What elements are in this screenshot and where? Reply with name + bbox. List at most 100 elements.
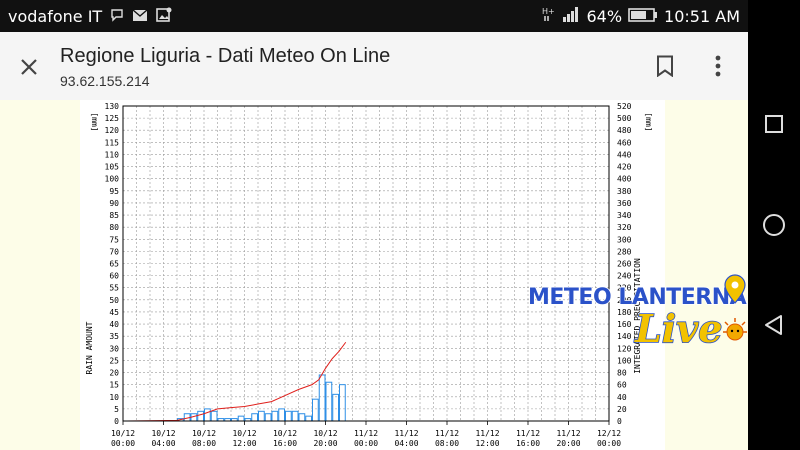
right-tick-label: 320 xyxy=(617,223,632,232)
rain-bar xyxy=(285,410,292,422)
back-icon xyxy=(765,315,782,335)
home-button[interactable] xyxy=(760,211,788,239)
x-tick-date: 12/12 xyxy=(597,429,621,438)
right-tick-label: 20 xyxy=(617,405,627,414)
rain-bar xyxy=(332,393,339,422)
android-nav-bar xyxy=(748,0,800,450)
x-tick-date: 11/12 xyxy=(516,429,540,438)
x-tick-date: 10/12 xyxy=(151,429,175,438)
left-tick-label: 35 xyxy=(109,332,119,341)
battery-percent: 64% xyxy=(586,6,623,26)
right-tick-label: 440 xyxy=(617,150,632,159)
close-icon xyxy=(21,59,37,75)
rain-chart: 1301251201151101051009590858075706560555… xyxy=(85,102,653,448)
battery-icon xyxy=(628,7,658,26)
x-tick-time: 16:00 xyxy=(273,439,297,448)
rain-bar xyxy=(271,410,279,422)
left-tick-label: 30 xyxy=(109,344,119,353)
logo-text-main: METEO LANTERNA xyxy=(528,285,747,310)
rain-bar xyxy=(278,408,285,422)
signal-icon xyxy=(562,6,580,26)
meteo-lanterna-logo: METEO LANTERNA Live xyxy=(525,270,753,352)
x-tick-date: 10/12 xyxy=(111,429,135,438)
more-options-button[interactable] xyxy=(706,52,730,80)
x-tick-time: 00:00 xyxy=(597,439,621,448)
right-tick-label: 340 xyxy=(617,211,632,220)
sun-mascot-icon xyxy=(723,318,747,341)
right-tick-label: 260 xyxy=(617,260,632,269)
x-tick-time: 16:00 xyxy=(516,439,540,448)
x-tick-time: 08:00 xyxy=(435,439,459,448)
x-tick-time: 00:00 xyxy=(111,439,135,448)
right-tick-label: 460 xyxy=(617,138,632,147)
hplus-icon: H+ xyxy=(542,6,556,26)
custom-tab-toolbar: Regione Liguria - Dati Meteo On Line 93.… xyxy=(0,32,748,100)
left-tick-label: 80 xyxy=(109,223,119,232)
rain-bar xyxy=(204,408,211,422)
page-url[interactable]: 93.62.155.214 xyxy=(60,73,150,89)
left-tick-label: 85 xyxy=(109,211,119,220)
x-tick-time: 12:00 xyxy=(475,439,499,448)
left-tick-label: 125 xyxy=(105,114,120,123)
x-tick-date: 11/12 xyxy=(556,429,580,438)
x-tick-time: 08:00 xyxy=(192,439,216,448)
rain-bar xyxy=(291,410,299,422)
rain-bar xyxy=(305,415,312,422)
recents-button[interactable] xyxy=(760,110,788,138)
right-tick-label: 280 xyxy=(617,247,632,256)
right-tick-label: 80 xyxy=(617,369,627,378)
home-icon xyxy=(763,214,785,236)
rain-bar xyxy=(251,413,258,422)
x-tick-date: 11/12 xyxy=(394,429,418,438)
back-button[interactable] xyxy=(760,311,788,339)
x-tick-date: 10/12 xyxy=(273,429,297,438)
right-tick-label: 140 xyxy=(617,332,632,341)
left-tick-label: 20 xyxy=(109,369,119,378)
left-tick-label: 60 xyxy=(109,272,119,281)
left-tick-label: 120 xyxy=(105,126,120,135)
rain-bar xyxy=(197,410,204,422)
image-icon xyxy=(156,7,172,26)
left-tick-label: 5 xyxy=(114,405,119,414)
close-button[interactable] xyxy=(14,52,44,82)
rain-bar xyxy=(325,381,333,422)
right-axis-unit: [mm] xyxy=(644,112,653,131)
chat-icon xyxy=(110,7,124,26)
right-tick-label: 60 xyxy=(617,381,627,390)
right-tick-label: 300 xyxy=(617,235,632,244)
left-axis-unit: [mm] xyxy=(90,112,99,131)
bookmark-button[interactable] xyxy=(652,52,678,80)
left-tick-label: 70 xyxy=(109,247,119,256)
x-tick-time: 20:00 xyxy=(556,439,580,448)
rain-bar xyxy=(237,415,245,422)
x-tick-time: 04:00 xyxy=(151,439,175,448)
right-tick-label: 200 xyxy=(617,296,632,305)
left-tick-label: 0 xyxy=(114,417,119,426)
right-tick-label: 160 xyxy=(617,320,632,329)
left-tick-label: 90 xyxy=(109,199,119,208)
logo-text-live: Live xyxy=(634,306,722,350)
x-tick-time: 20:00 xyxy=(313,439,337,448)
right-tick-label: 480 xyxy=(617,126,632,135)
left-tick-label: 105 xyxy=(105,163,120,172)
right-tick-label: 420 xyxy=(617,163,632,172)
x-tick-date: 10/12 xyxy=(313,429,337,438)
chart-panel: 130 125 120 115 110 105 100 95 90 85 80 75 70 65 60 55 5… xyxy=(80,100,665,450)
right-tick-label: 400 xyxy=(617,175,632,184)
status-bar: vodafone IT H+ 64% 10:51 AM xyxy=(0,0,748,32)
x-tick-date: 10/12 xyxy=(232,429,256,438)
left-tick-label: 65 xyxy=(109,260,119,269)
left-tick-label: 15 xyxy=(109,381,119,390)
right-tick-label: 100 xyxy=(617,356,632,365)
carrier-name: vodafone IT xyxy=(8,6,103,26)
left-tick-label: 75 xyxy=(109,235,119,244)
left-tick-label: 115 xyxy=(105,138,120,147)
recents-icon xyxy=(765,115,783,133)
bookmark-icon xyxy=(657,55,673,77)
web-content[interactable]: 130 125 120 115 110 105 100 95 90 85 80 75 70 65 60 55 5… xyxy=(0,100,748,450)
right-tick-label: 520 xyxy=(617,102,632,111)
right-tick-label: 0 xyxy=(617,417,622,426)
clock: 10:51 AM xyxy=(664,6,740,26)
rain-bar xyxy=(312,398,319,422)
right-tick-label: 360 xyxy=(617,199,632,208)
